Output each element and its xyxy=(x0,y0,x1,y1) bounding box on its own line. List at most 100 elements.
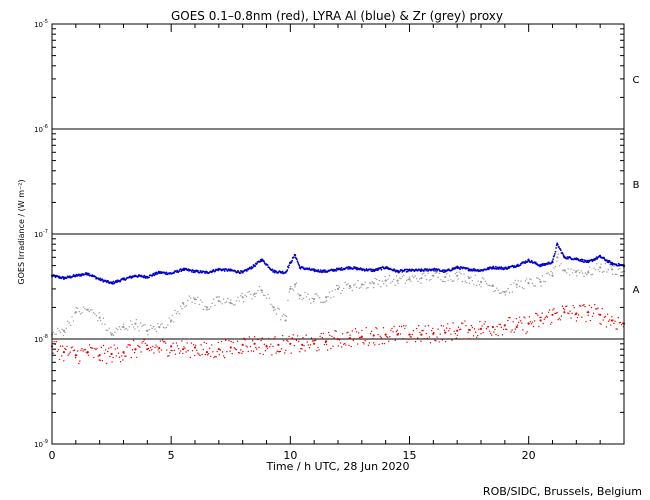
data-point xyxy=(201,301,203,303)
data-point xyxy=(182,352,184,355)
data-point xyxy=(506,290,508,292)
x-tick-label: 10 xyxy=(283,449,297,462)
data-point xyxy=(474,331,477,333)
data-point xyxy=(354,283,356,285)
data-point xyxy=(135,318,138,321)
data-point xyxy=(348,284,352,288)
data-point xyxy=(167,324,169,326)
data-point xyxy=(539,264,542,267)
data-point xyxy=(380,286,382,288)
data-point xyxy=(343,287,345,290)
data-point xyxy=(296,335,299,337)
data-point xyxy=(396,333,399,336)
data-point xyxy=(530,278,532,281)
data-point xyxy=(102,280,105,283)
data-point xyxy=(617,268,619,270)
data-point xyxy=(141,325,143,327)
data-point xyxy=(310,337,313,339)
data-point xyxy=(133,351,136,354)
data-point xyxy=(516,286,518,288)
data-point xyxy=(408,278,411,281)
data-point xyxy=(85,308,88,311)
data-point xyxy=(556,256,559,259)
data-point xyxy=(130,356,133,359)
data-point xyxy=(308,346,311,349)
data-point xyxy=(565,305,567,308)
data-point xyxy=(263,343,266,346)
data-point xyxy=(235,300,238,302)
data-point xyxy=(265,345,268,348)
data-point xyxy=(583,261,585,264)
y-tick-label: 10-8 xyxy=(34,334,48,344)
data-point xyxy=(264,349,267,352)
data-point xyxy=(618,322,621,324)
data-point xyxy=(232,304,235,306)
data-point xyxy=(571,272,574,274)
data-point xyxy=(268,297,271,299)
data-point xyxy=(590,306,593,309)
data-point xyxy=(562,307,565,310)
data-point xyxy=(576,275,578,277)
data-point xyxy=(86,351,89,354)
data-point xyxy=(521,287,524,289)
data-point xyxy=(344,342,346,345)
data-point xyxy=(381,342,384,345)
data-point xyxy=(277,343,280,346)
data-point xyxy=(444,275,447,279)
data-point xyxy=(168,317,170,319)
data-point xyxy=(539,319,542,322)
data-point xyxy=(194,302,196,305)
data-point xyxy=(151,349,153,351)
data-point xyxy=(581,272,584,274)
data-point xyxy=(242,300,245,303)
data-point xyxy=(167,355,169,357)
data-point xyxy=(590,273,592,276)
data-point xyxy=(616,273,618,275)
data-point xyxy=(390,282,392,284)
data-point xyxy=(348,266,352,269)
data-point xyxy=(542,322,544,325)
data-point xyxy=(473,328,476,330)
data-point xyxy=(459,328,462,330)
data-point xyxy=(444,281,446,283)
data-point xyxy=(98,316,101,319)
data-point xyxy=(300,347,302,350)
data-point xyxy=(347,283,349,285)
data-point xyxy=(580,270,582,272)
data-point xyxy=(530,323,533,325)
data-point xyxy=(200,270,202,273)
data-point xyxy=(553,254,556,257)
data-point xyxy=(544,317,547,319)
data-point xyxy=(566,272,568,274)
data-point xyxy=(136,356,138,358)
data-point xyxy=(353,337,356,340)
data-point xyxy=(80,274,83,277)
data-point xyxy=(617,317,619,319)
data-point xyxy=(495,265,497,268)
data-point xyxy=(192,344,195,346)
data-point xyxy=(436,336,438,338)
y-tick-label: 10-5 xyxy=(34,19,48,29)
data-point xyxy=(337,285,339,287)
data-point xyxy=(440,325,443,327)
data-point xyxy=(560,315,563,317)
data-point xyxy=(116,347,119,349)
data-point xyxy=(569,310,571,312)
data-point xyxy=(314,293,316,295)
data-point xyxy=(414,275,416,277)
data-point xyxy=(610,268,614,271)
data-point xyxy=(491,334,493,336)
data-point xyxy=(267,293,269,296)
data-point xyxy=(269,346,271,348)
data-point xyxy=(517,321,520,324)
data-point xyxy=(464,280,466,282)
data-point xyxy=(205,342,208,345)
data-point xyxy=(379,335,381,338)
data-point xyxy=(588,304,591,307)
data-point xyxy=(275,313,278,315)
data-point xyxy=(410,336,412,338)
data-point xyxy=(250,350,253,352)
data-point xyxy=(110,346,112,348)
data-point xyxy=(176,345,179,347)
data-point xyxy=(217,341,219,344)
